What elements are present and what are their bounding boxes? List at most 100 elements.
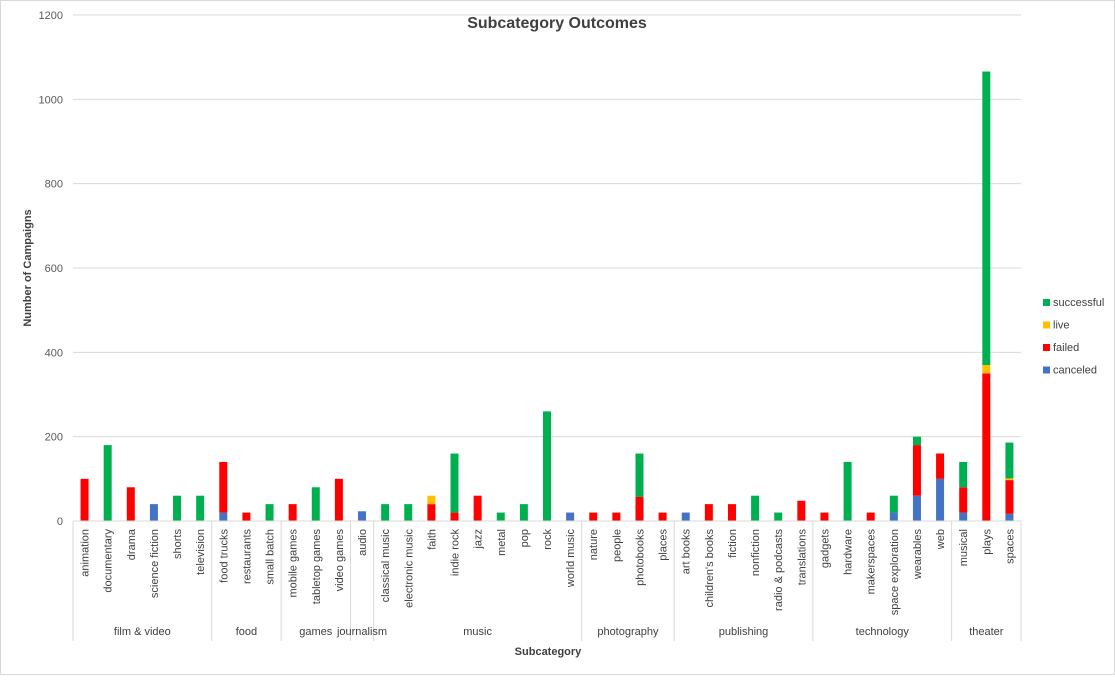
x-tick-label: hardware <box>843 529 855 575</box>
bar-segment-failed <box>959 487 968 513</box>
bar-segment-successful <box>543 411 551 521</box>
x-tick-label: people <box>611 529 623 562</box>
x-tick-label: small batch <box>265 529 277 585</box>
x-tick-label: restaurants <box>241 529 253 585</box>
bar-segment-canceled <box>889 512 898 521</box>
y-tick-label: 600 <box>45 263 63 275</box>
group-label: publishing <box>719 626 769 638</box>
x-tick-label: faith <box>426 529 438 550</box>
bar-segment-canceled <box>149 504 158 521</box>
x-tick-label: audio <box>357 529 369 556</box>
bar-segment-successful <box>196 495 205 521</box>
x-tick-label: tabletop games <box>311 529 323 605</box>
bar-segment-successful <box>959 461 968 488</box>
bar-segment-canceled <box>681 512 690 521</box>
x-tick-label: food trucks <box>218 529 230 583</box>
bar-segment-failed <box>1005 480 1014 514</box>
x-axis-title: Subcategory <box>515 646 583 658</box>
bar-segment-successful <box>381 504 390 521</box>
bar-segment-failed <box>936 453 945 479</box>
bar-segment-canceled <box>1005 513 1014 521</box>
x-tick-label: animation <box>80 529 92 577</box>
bar-segment-canceled <box>912 495 921 521</box>
legend-label-canceled: canceled <box>1053 365 1097 377</box>
bar-segment-canceled <box>358 511 367 521</box>
bar-segment-successful <box>1005 442 1014 479</box>
bar-segment-successful <box>635 453 644 497</box>
legend-label-failed: failed <box>1053 342 1079 354</box>
x-tick-label: nature <box>588 529 600 560</box>
group-label: photography <box>597 626 659 638</box>
axes: 0 200 400 600 800 1000 1200 animation documentar… <box>39 10 1022 641</box>
bar-segment-failed <box>612 512 621 521</box>
bar-segment-successful <box>889 495 898 513</box>
bar-segment-failed <box>126 487 135 521</box>
bar-segment-failed <box>797 500 806 521</box>
x-tick-label: nonfiction <box>750 529 762 576</box>
bar-segment-live <box>427 495 436 505</box>
bar-segment-failed <box>334 478 343 521</box>
y-tick-label: 400 <box>45 347 63 359</box>
bar-segment-failed <box>704 504 713 521</box>
x-tick-label: documentary <box>103 529 115 593</box>
y-axis-title: Number of Campaigns <box>22 209 34 326</box>
legend-swatch-canceled <box>1043 366 1050 374</box>
x-tick-label: metal <box>496 529 508 556</box>
x-tick-label: pop <box>519 529 531 547</box>
x-tick-label: wearables <box>912 529 924 581</box>
bar-segment-successful <box>751 495 760 521</box>
group-label: food <box>236 626 257 638</box>
bar-segment-failed <box>658 512 667 521</box>
y-tick-label: 0 <box>57 516 63 528</box>
bar-segment-failed <box>242 512 251 521</box>
x-tick-label: fiction <box>727 529 739 558</box>
bar-segment-successful <box>404 504 413 521</box>
bar-segment-successful <box>311 487 320 521</box>
legend-label-live: live <box>1053 320 1070 332</box>
x-tick-label: places <box>658 529 670 561</box>
bar-segment-failed <box>589 512 598 521</box>
x-tick-label: spaces <box>1004 529 1016 564</box>
bar-segment-canceled <box>566 512 575 521</box>
bar-segment-successful <box>982 71 991 365</box>
x-tick-label: makerspaces <box>866 529 878 595</box>
bar-segment-failed <box>450 512 459 521</box>
x-tick-label: mobile games <box>288 529 300 598</box>
bar-segment-failed <box>820 512 829 521</box>
bar-segment-successful <box>519 504 528 521</box>
bar-segment-failed <box>288 504 297 521</box>
bar-segment-failed <box>427 504 436 521</box>
bar-segment-successful <box>450 453 459 513</box>
bars <box>80 71 1014 521</box>
x-tick-label: video games <box>334 529 346 592</box>
bar-segment-successful <box>912 436 921 446</box>
x-tick-label: world music <box>565 529 577 589</box>
x-tick-label: translations <box>796 529 808 586</box>
x-tick-label: children's books <box>704 529 716 608</box>
bar-segment-successful <box>265 504 274 521</box>
x-tick-label: drama <box>126 528 138 560</box>
bar-segment-failed <box>473 495 482 521</box>
y-tick-label: 1200 <box>39 10 63 22</box>
x-tick-label: web <box>935 529 947 550</box>
x-tick-label: jazz <box>473 529 485 550</box>
legend-swatch-successful <box>1043 299 1050 306</box>
group-label: technology <box>856 626 910 638</box>
legend-label-successful: successful <box>1053 297 1104 309</box>
x-tick-label: indie rock <box>450 529 462 577</box>
bar-segment-failed <box>727 504 736 521</box>
x-tick-label: rock <box>542 529 554 550</box>
bar-segment-canceled <box>936 478 945 521</box>
legend-swatch-live <box>1043 321 1050 329</box>
bar-segment-successful <box>496 512 505 521</box>
x-tick-label: classical music <box>380 529 392 603</box>
x-tick-label: art books <box>681 529 693 575</box>
x-tick-label: science fiction <box>149 529 161 598</box>
x-tick-label: musical <box>958 529 970 566</box>
chart-title: Subcategory Outcomes <box>467 15 647 32</box>
bar-segment-canceled <box>959 512 968 521</box>
x-tick-label: electronic music <box>403 529 415 608</box>
group-label: theater <box>969 626 1004 638</box>
